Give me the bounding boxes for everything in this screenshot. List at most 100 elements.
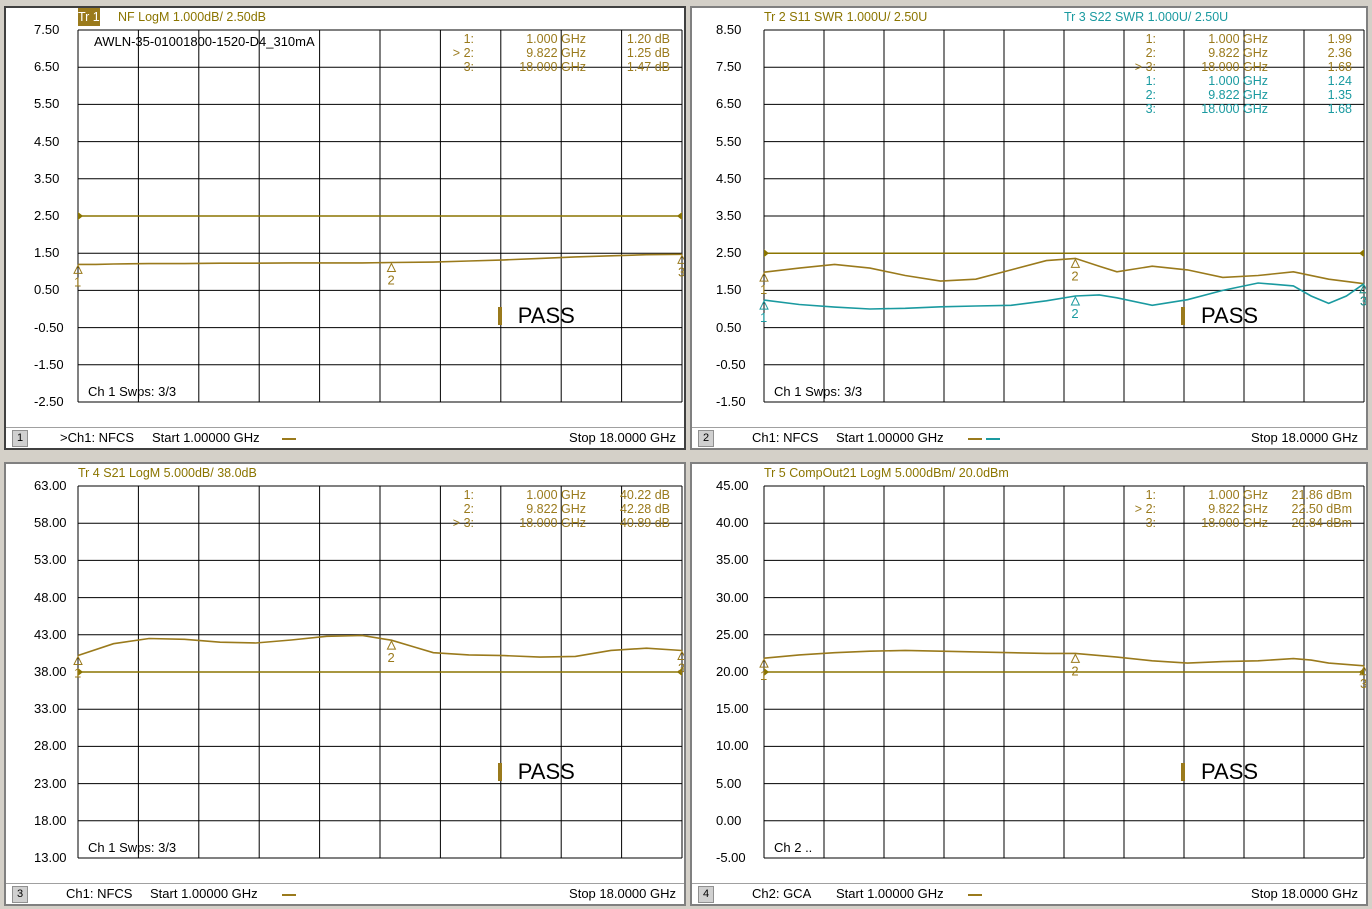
sweep-status: Ch 1 Swps: 3/3	[774, 384, 863, 399]
marker-label: 2	[1071, 268, 1078, 283]
y-tick-label: 0.00	[716, 812, 742, 828]
window-number[interactable]: 3	[12, 886, 28, 903]
chart-panel-4[interactable]: Tr 5 CompOut21 LogM 5.000dBm/ 20.0dBm 1 2 3…	[690, 462, 1368, 906]
chart-panel-3[interactable]: Tr 4 S21 LogM 5.000dB/ 38.0dB 1 2 3 63.00 58.…	[4, 462, 686, 906]
trace-title[interactable]: Tr 2 S11 SWR 1.000U/ 2.50U	[764, 10, 928, 24]
y-tick-label: 7.50	[34, 22, 60, 37]
marker-frequency: 1.000 GHz	[526, 488, 586, 502]
marker-index: 3:	[1145, 102, 1156, 116]
marker-frequency: 1.000 GHz	[1208, 32, 1268, 46]
trace-title[interactable]: Tr 4 S21 LogM 5.000dB/ 38.0dB	[78, 466, 257, 480]
y-tick-label: 33.00	[34, 701, 67, 717]
marker-readout: 1: 1.000 GHz 40.22 dB	[448, 488, 678, 502]
trace-line-1	[763, 282, 1365, 310]
channel-label: Ch2: GCA	[752, 886, 812, 901]
reference-arrow-left	[78, 668, 83, 676]
y-tick-label: 20.00	[716, 664, 749, 679]
start-frequency: Start 1.00000 GHz	[836, 886, 944, 901]
y-tick-label: 2.50	[716, 245, 742, 261]
marker-triangle	[386, 262, 397, 272]
marker-readout: 1: 1.000 GHz 1.24	[1130, 74, 1360, 88]
stop-frequency: Stop 18.0000 GHz	[569, 430, 676, 445]
pass-bar	[497, 763, 502, 782]
trace-swatch-cyan	[986, 438, 1000, 440]
trace-swatch	[968, 438, 982, 440]
marker-index: > 3:	[452, 516, 474, 530]
marker-index: > 2:	[452, 46, 474, 60]
chart-panel-1[interactable]: Tr 1 NF LogM 1.000dB/ 2.50dB 1 2 3 7.50 6.50 5.…	[4, 6, 686, 450]
y-tick-label: 3.50	[34, 170, 60, 186]
marker-frequency: 9.822 GHz	[1208, 46, 1268, 60]
marker-readout: > 3: 18.000 GHz 1.68	[1130, 60, 1360, 74]
marker-index: 3:	[1145, 516, 1156, 530]
y-tick-label: 5.00	[716, 775, 742, 791]
start-frequency: Start 1.00000 GHz	[836, 430, 944, 445]
marker-value: 1.47 dB	[626, 60, 670, 74]
marker-triangle	[1070, 258, 1081, 268]
trace-header: Tr 2 S11 SWR 1.000U/ 2.50U Tr 3 S22 SWR 1…	[692, 8, 1366, 26]
marker-readout: > 2: 9.822 GHz 22.50 dBm	[1130, 502, 1360, 516]
marker-index: 1:	[463, 32, 474, 46]
y-tick-label: 5.50	[34, 96, 60, 112]
window-number[interactable]: 2	[698, 430, 714, 447]
trace-title[interactable]: NF LogM 1.000dB/ 2.50dB	[118, 10, 267, 24]
pass-indicator: PASS	[497, 759, 575, 785]
marker-readout: 1: 1.000 GHz 1.99	[1130, 32, 1360, 46]
marker-label: 1	[74, 274, 81, 289]
y-tick-label: -2.50	[34, 394, 64, 409]
marker-value: 1.20 dB	[626, 32, 670, 46]
marker-value: 1.68	[1327, 60, 1352, 74]
channel-footer: 1 >Ch1: NFCS Start 1.00000 GHz Stop 18.0000…	[6, 427, 684, 448]
marker-index: 2:	[1145, 46, 1156, 60]
pass-text: PASS	[1201, 759, 1259, 785]
trace-title[interactable]: Tr 3 S22 SWR 1.000U/ 2.50U	[1064, 10, 1229, 24]
y-tick-label: 5.50	[716, 133, 742, 149]
window-number[interactable]: 4	[698, 886, 714, 903]
window-number[interactable]: 1	[12, 430, 28, 447]
marker-value: 1.68	[1327, 102, 1352, 116]
reference-arrow-right	[677, 668, 682, 676]
marker-label: 2	[1071, 306, 1078, 321]
marker-frequency: 18.000 GHz	[1201, 102, 1268, 116]
trace-title[interactable]: Tr 1	[78, 8, 100, 26]
y-tick-label: 18.00	[34, 812, 67, 828]
pass-indicator: PASS	[497, 303, 575, 329]
marker-index: 1:	[463, 488, 474, 502]
reference-arrow-left	[764, 249, 769, 258]
marker-value: 1.99	[1327, 32, 1352, 46]
plot-area: 1 2 3	[759, 485, 1366, 859]
trace-title[interactable]: Tr 5 CompOut21 LogM 5.000dBm/ 20.0dBm	[764, 466, 1009, 480]
y-tick-label: 7.50	[716, 59, 742, 75]
marker-triangle	[677, 254, 684, 264]
marker-label: 3	[678, 660, 684, 675]
marker-label: 3	[678, 264, 684, 279]
y-tick-label: 13.00	[34, 850, 67, 865]
pass-text: PASS	[517, 303, 575, 329]
marker-index: 2:	[463, 502, 474, 516]
trace-header: Tr 1 NF LogM 1.000dB/ 2.50dB	[6, 8, 684, 26]
y-tick-label: 4.50	[34, 133, 60, 149]
y-tick-label: 1.50	[716, 282, 742, 298]
marker-triangle	[759, 658, 769, 668]
trace-swatch	[968, 894, 982, 896]
plot-area: 1 2 3	[73, 29, 684, 403]
marker-frequency: 18.000 GHz	[1201, 60, 1268, 74]
marker-label: 1	[760, 310, 767, 325]
y-tick-label: 10.00	[716, 738, 749, 754]
marker-value: 22.50 dBm	[1291, 502, 1352, 516]
marker-value: 1.35	[1327, 88, 1352, 102]
marker-index: 1:	[1145, 488, 1156, 502]
y-tick-label: 43.00	[34, 626, 67, 642]
marker-index: 1:	[1145, 32, 1156, 46]
chart-panel-2[interactable]: Tr 2 S11 SWR 1.000U/ 2.50U Tr 3 S22 SWR 1…	[690, 6, 1368, 450]
marker-index: > 2:	[1134, 502, 1156, 516]
channel-label: Ch1: NFCS	[752, 430, 819, 445]
marker-triangle	[73, 655, 83, 665]
marker-frequency: 18.000 GHz	[1201, 516, 1268, 530]
marker-label: 1	[760, 668, 767, 683]
marker-index: 3:	[463, 60, 474, 74]
y-tick-label: 23.00	[34, 775, 67, 791]
marker-label: 1	[74, 665, 81, 680]
y-tick-label: 63.00	[34, 478, 67, 493]
trace-line-0	[78, 253, 683, 266]
